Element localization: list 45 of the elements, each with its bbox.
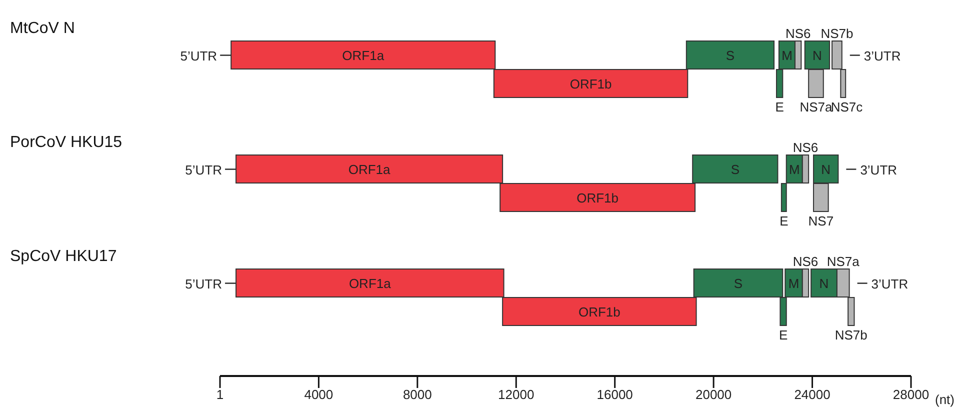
x-tick-label: 16000	[596, 387, 633, 402]
series-label: S	[726, 48, 735, 63]
x-tick-label: 28000	[892, 387, 930, 402]
x-tick-label: 1	[216, 387, 224, 402]
series-label: E	[775, 100, 784, 114]
series-label: NS7	[808, 214, 834, 228]
text: NS7a	[800, 100, 832, 114]
x-tick-label: 20000	[695, 387, 732, 402]
series-label: M	[782, 48, 792, 63]
text: NS7b	[834, 328, 868, 342]
text: E	[780, 214, 788, 228]
x-tick-label: 4000	[304, 387, 334, 402]
text: S	[734, 276, 743, 291]
annotation: 5’UTR	[185, 276, 222, 292]
x-tick-label: 24000	[794, 387, 830, 402]
text: N	[821, 162, 831, 177]
text: ORF1b	[576, 190, 619, 206]
text: 5’UTR	[180, 48, 218, 64]
text: NS6	[792, 140, 818, 155]
text: E	[778, 328, 788, 342]
y-tick-label: PorCoV HKU15	[10, 134, 122, 151]
text: M	[788, 276, 800, 291]
series-label: N	[812, 48, 822, 63]
y-tick-label: SpCoV HKU17	[10, 248, 117, 265]
text: ORF1a	[348, 162, 390, 177]
x-axis-title: (nt)	[935, 392, 954, 407]
series-label: NS6	[785, 26, 811, 41]
series-label: NS7a	[826, 254, 860, 269]
series-label: ORF1b	[570, 76, 612, 92]
text: S	[730, 162, 740, 177]
text: NS6	[792, 254, 818, 269]
x-tick-label: 12000	[498, 387, 534, 402]
annotation: 3’UTR	[860, 162, 898, 178]
text: ORF1a	[348, 276, 391, 291]
series-label: NS7c	[830, 100, 864, 114]
x-tick-label: 8000	[402, 387, 432, 402]
series-label: ORF1a	[342, 48, 385, 63]
series-label: NS7b	[820, 26, 854, 41]
text: N	[819, 276, 829, 291]
annotation: 3’UTR	[871, 276, 908, 292]
text: ORF1b	[578, 304, 620, 320]
annotation: 5’UTR	[185, 162, 222, 178]
text: M	[788, 162, 800, 177]
annotation: 3’UTR	[864, 48, 901, 64]
y-tick-label: MtCoV N	[10, 20, 75, 37]
